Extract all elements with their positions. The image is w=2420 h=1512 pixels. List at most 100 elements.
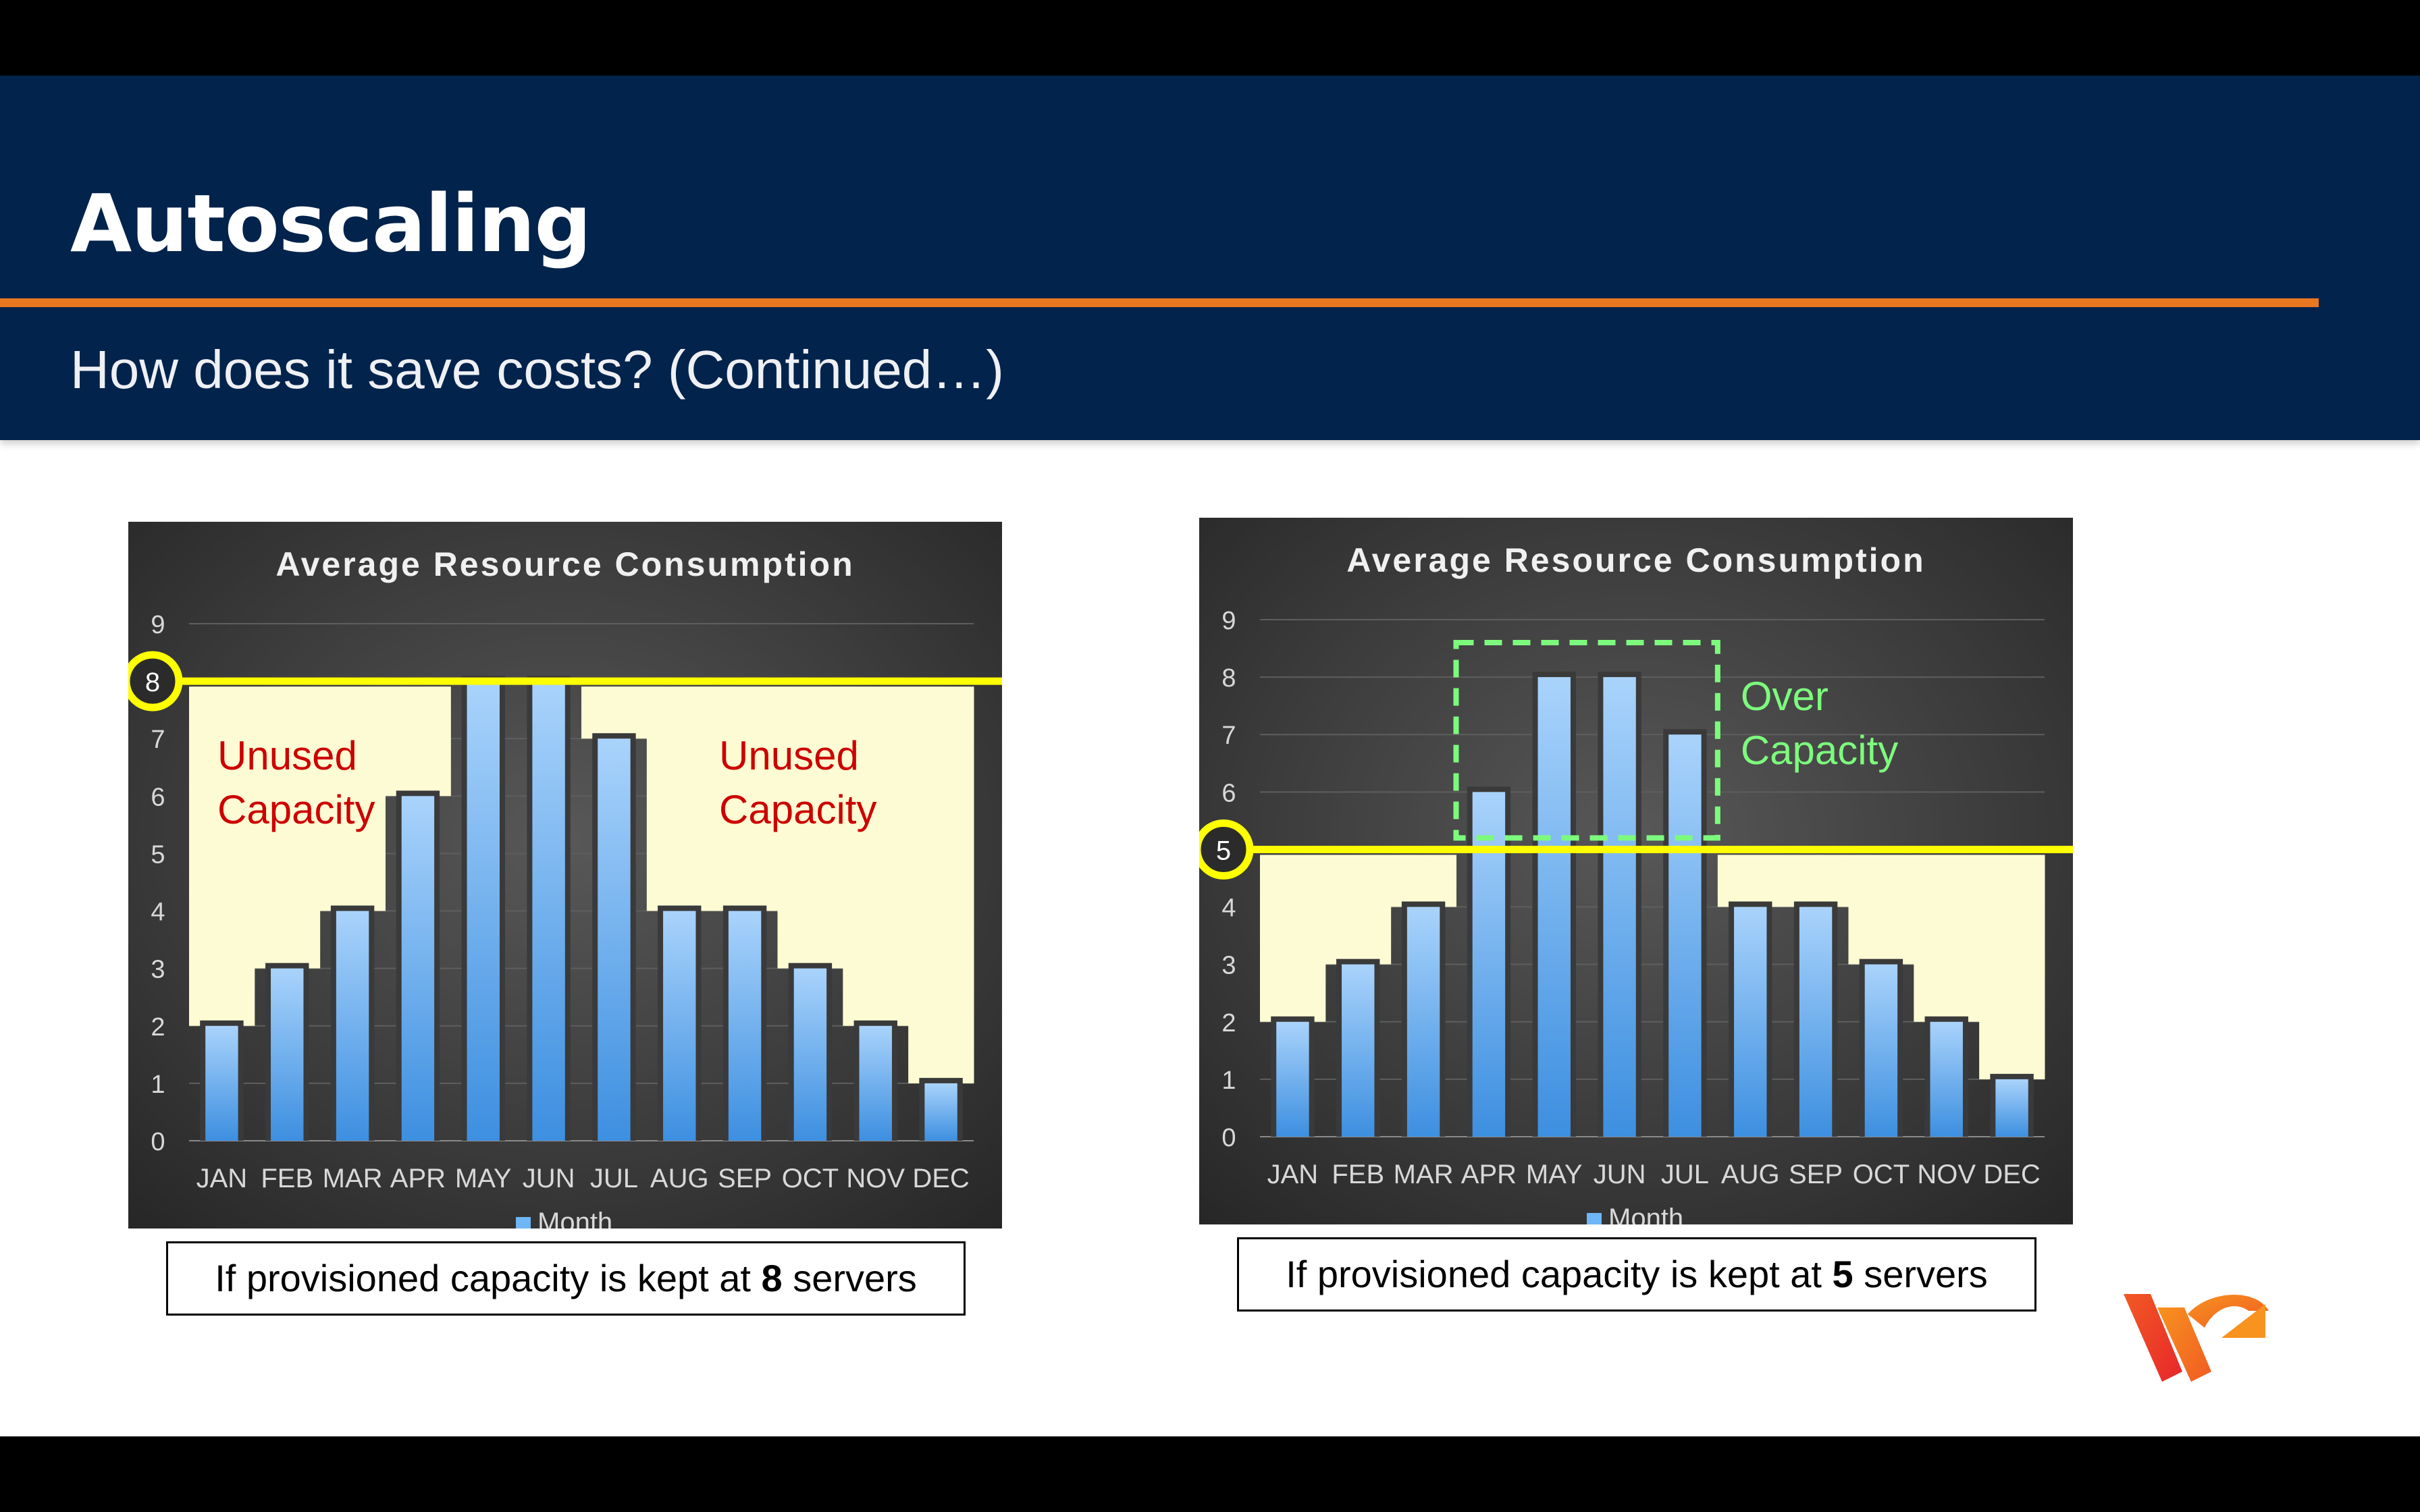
x-tick-label: SEP <box>718 1164 772 1193</box>
bar <box>1668 734 1702 1137</box>
caption-right: If provisioned capacity is kept at 5 ser… <box>1237 1237 2036 1312</box>
bar <box>1406 907 1440 1137</box>
over-capacity-box <box>1453 640 1720 841</box>
x-tick-label: DEC <box>1983 1160 2040 1189</box>
caption-prefix: If provisioned capacity is kept at <box>1286 1253 1833 1295</box>
chart-title: Average Resource Consumption <box>275 545 854 583</box>
capacity-label: 5 <box>1216 836 1231 865</box>
x-tick-label: AUG <box>1721 1160 1780 1189</box>
y-tick-label: 4 <box>151 898 165 927</box>
caption-prefix: If provisioned capacity is kept at <box>215 1257 762 1299</box>
unused-capacity-area <box>581 686 648 739</box>
x-tick-label: NOV <box>1917 1160 1976 1189</box>
y-tick-label: 7 <box>1221 722 1236 750</box>
bar <box>205 1025 238 1141</box>
y-tick-label: 3 <box>1221 952 1236 980</box>
unused-capacity-area <box>1783 855 1849 907</box>
unused-capacity-area <box>1848 855 1914 965</box>
bar <box>859 1025 892 1141</box>
x-tick-label: MAR <box>1394 1160 1454 1189</box>
bar <box>1276 1021 1309 1137</box>
bar <box>793 968 827 1141</box>
unused-capacity-area <box>385 686 451 796</box>
bar <box>1799 907 1833 1137</box>
brand-logo-icon <box>2120 1291 2276 1388</box>
caption-suffix: servers <box>1853 1253 1988 1295</box>
over-capacity-label: Capacity <box>1741 728 1898 773</box>
bar <box>401 796 435 1141</box>
y-tick-label: 1 <box>151 1071 165 1099</box>
unused-capacity-area <box>1717 855 1784 907</box>
y-tick-label: 7 <box>151 726 165 754</box>
chart-right: Average Resource Consumption 0 1 2 3 4 5 6 7 8 9 JA… <box>1199 518 2073 1224</box>
legend-label: Month <box>537 1208 612 1228</box>
x-tick-label: SEP <box>1789 1160 1843 1189</box>
unused-capacity-area <box>777 686 843 969</box>
x-tick-label: JUN <box>523 1164 575 1193</box>
slide-header: Autoscaling How does it save costs? (Con… <box>0 76 2420 440</box>
bar <box>728 911 762 1141</box>
x-tick-label: JUL <box>1661 1160 1709 1189</box>
y-tick-label: 2 <box>1221 1009 1236 1037</box>
bar <box>1864 964 1898 1137</box>
bar <box>598 738 631 1141</box>
unused-capacity-label: Unused <box>719 733 859 778</box>
x-tick-label: OCT <box>1853 1160 1910 1189</box>
unused-capacity-area <box>712 686 778 911</box>
slide-title: Autoscaling <box>70 177 591 270</box>
slide: Autoscaling How does it save costs? (Con… <box>0 76 2420 1436</box>
caption-suffix: servers <box>782 1257 917 1299</box>
x-tick-label: JAN <box>1267 1160 1319 1189</box>
bar <box>1472 792 1506 1137</box>
capacity-marker <box>128 651 183 711</box>
unused-capacity-region <box>1260 855 2045 1079</box>
chart-svg: Average Resource Consumption 0 1 2 3 4 5 6 7 8 9 JA… <box>128 522 1002 1228</box>
x-tick-label: JAN <box>196 1164 248 1193</box>
caption-left: If provisioned capacity is kept at 8 ser… <box>166 1241 966 1316</box>
x-tick-label: MAY <box>1526 1160 1583 1189</box>
unused-capacity-area <box>189 686 255 1026</box>
x-tick-label: OCT <box>782 1164 839 1193</box>
unused-capacity-area <box>1390 855 1456 907</box>
unused-capacity-area <box>254 686 321 969</box>
bar <box>467 681 500 1141</box>
chart-title: Average Resource Consumption <box>1346 541 1925 579</box>
legend-swatch <box>516 1217 531 1228</box>
x-tick-label: MAY <box>455 1164 512 1193</box>
y-tick-label: 2 <box>151 1013 165 1042</box>
x-tick-label: JUL <box>590 1164 638 1193</box>
bar <box>1930 1021 1963 1137</box>
chart-left: Average Resource Consumption 0 1 2 3 4 5 6 7 8 9 JA… <box>128 522 1002 1228</box>
bar <box>1995 1079 2028 1137</box>
y-tick-label: 5 <box>151 840 165 869</box>
x-tick-label: FEB <box>261 1164 313 1193</box>
legend-label: Month <box>1608 1204 1683 1224</box>
slide-subtitle: How does it save costs? (Continued…) <box>70 340 1004 400</box>
unused-capacity-label: Unused <box>217 733 357 778</box>
bar <box>1342 964 1375 1137</box>
capacity-marker <box>1199 819 1254 880</box>
x-tick-label: APR <box>390 1164 446 1193</box>
y-tick-label: 9 <box>1221 607 1236 635</box>
y-tick-label: 4 <box>1221 894 1236 923</box>
caption-number: 8 <box>761 1257 783 1299</box>
x-tick-label: DEC <box>912 1164 969 1193</box>
x-tick-label: JUN <box>1594 1160 1646 1189</box>
unused-capacity-area <box>908 686 974 1083</box>
accent-rule <box>0 298 2319 307</box>
unused-capacity-label: Capacity <box>719 787 876 832</box>
bar <box>663 911 696 1141</box>
y-tick-label: 1 <box>1221 1066 1236 1095</box>
caption-number: 5 <box>1832 1253 1853 1295</box>
unused-capacity-area <box>843 686 909 1026</box>
bar <box>1603 677 1636 1137</box>
unused-capacity-area <box>1914 855 1980 1022</box>
bar <box>1537 677 1571 1137</box>
bar <box>924 1083 957 1141</box>
bar <box>1734 907 1767 1137</box>
x-tick-label: NOV <box>846 1164 905 1193</box>
x-tick-label: MAR <box>323 1164 383 1193</box>
y-tick-label: 9 <box>151 611 165 639</box>
over-capacity-label: Over <box>1741 674 1829 719</box>
bar <box>336 911 369 1141</box>
